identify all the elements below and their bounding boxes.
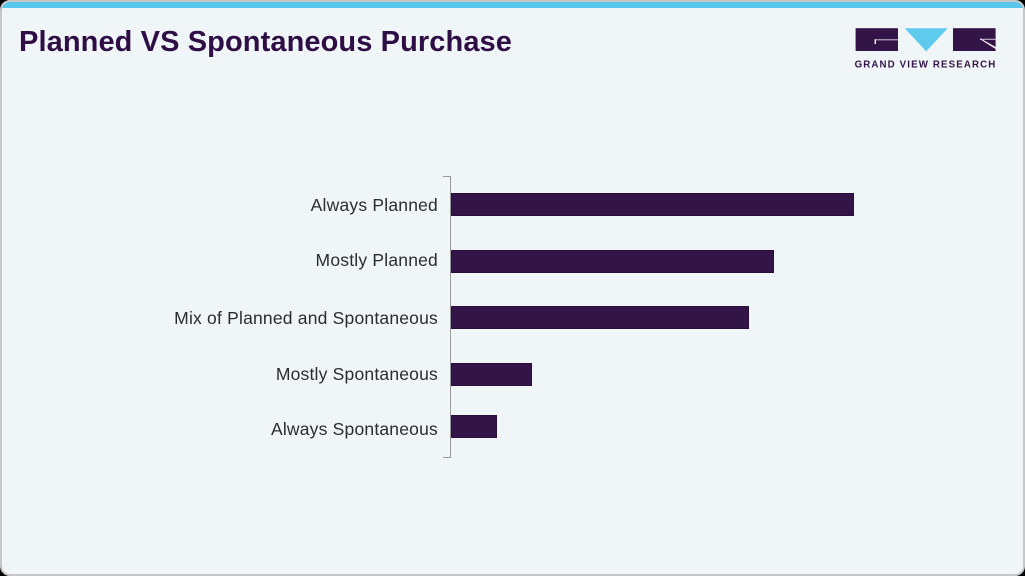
svg-text:GRAND VIEW RESEARCH: GRAND VIEW RESEARCH bbox=[855, 60, 996, 71]
